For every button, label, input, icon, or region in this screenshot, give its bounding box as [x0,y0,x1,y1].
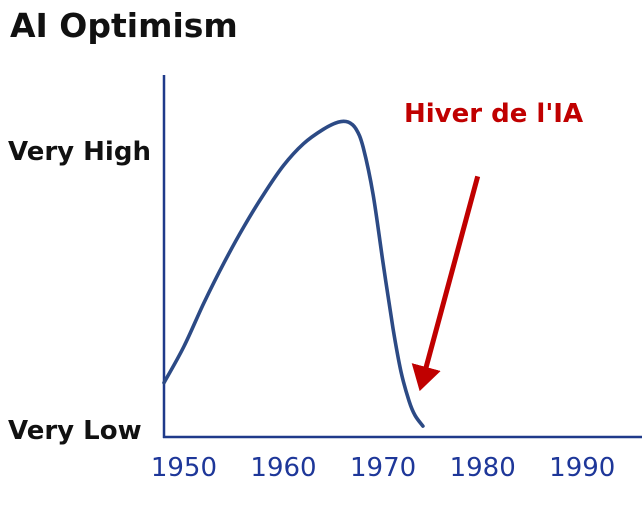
ai-winter-annotation: Hiver de l'IA [404,99,583,129]
y-tick-labels: Very High Very Low [8,137,151,446]
x-tick-label: 1980 [450,453,516,483]
optimism-series-line [162,119,425,428]
x-tick-label: 1960 [250,453,316,483]
y-tick-label: Very Low [8,416,142,446]
y-tick-label: Very High [8,137,151,167]
x-tick-label: 1950 [151,453,217,483]
chart-title: AI Optimism [10,6,238,45]
x-tick-label: 1990 [549,453,615,483]
x-tick-label: 1970 [350,453,416,483]
ai-winter-arrow [411,175,481,392]
x-tick-labels: 1950 1960 1970 1980 1990 [151,453,616,483]
